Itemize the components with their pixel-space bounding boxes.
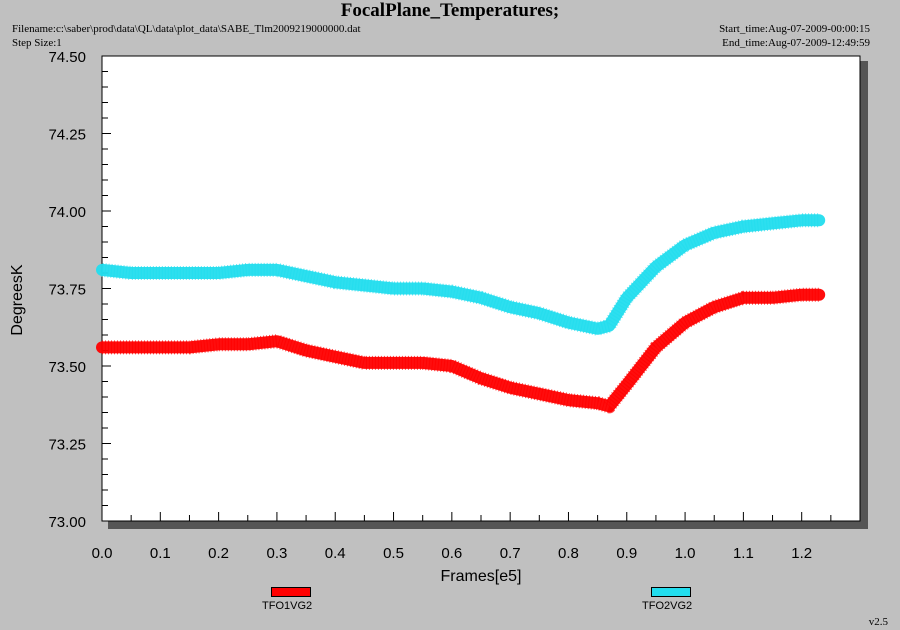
x-tick-label: 1.1 [733,545,754,562]
x-tick-label: 0.4 [325,545,346,562]
filename-label: Filename:c:\saber\prod\data\QL\data\plot… [12,23,361,35]
start-time-label: Start_time:Aug-07-2009-00:00:15 [719,23,870,35]
x-tick-label: 0.0 [92,545,113,562]
x-tick-label: 0.3 [266,545,287,562]
chart-title: FocalPlane_Temperatures; [340,0,560,21]
y-tick-label: 73.50 [48,359,86,376]
series-line-tfo2vg2-noise [101,213,820,336]
x-tick-label: 0.8 [558,545,579,562]
legend-label-tfo2vg2: TFO2VG2 [642,600,693,612]
x-tick-label: 0.9 [616,545,637,562]
legend-swatch-tfo2vg2 [651,587,691,597]
series-line-tfo1vg2-noise [102,287,820,414]
y-tick-label: 74.50 [48,49,86,66]
x-tick-label: 0.1 [150,545,171,562]
legend-label-tfo1vg2: TFO1VG2 [262,600,313,612]
version-label: v2.5 [868,616,888,628]
plot-area [101,55,861,522]
x-tick-label: 0.7 [500,545,521,562]
step-size-label: Step Size:1 [12,37,62,49]
legend-swatch-tfo1vg2 [271,587,311,597]
x-axis-label: Frames[e5] [441,568,522,585]
x-tick-label: 1.0 [675,545,696,562]
end-time-label: End_time:Aug-07-2009-12:49:59 [722,37,870,49]
y-tick-label: 74.25 [48,127,86,144]
x-tick-label: 0.5 [383,545,404,562]
y-tick-label: 73.25 [48,437,86,454]
x-tick-label: 0.2 [208,545,229,562]
y-axis-label: DegreesK [9,264,26,335]
x-tick-label: 0.6 [441,545,462,562]
y-tick-label: 73.00 [48,514,86,531]
y-tick-label: 74.00 [48,204,86,221]
x-tick-label: 1.2 [791,545,812,562]
y-tick-label: 73.75 [48,282,86,299]
